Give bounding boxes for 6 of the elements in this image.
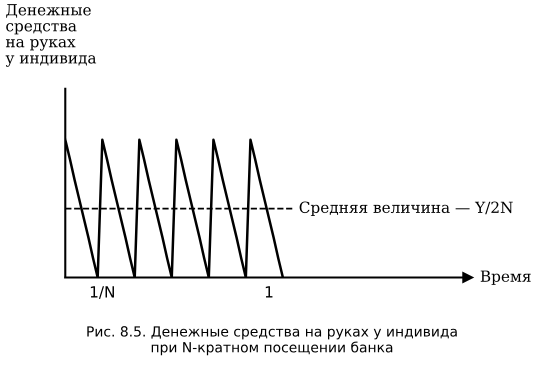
ref-line-label: Средняя величина — Y/2N [300, 202, 513, 216]
text: Время [480, 270, 531, 285]
text: Рис. 8.5. Денежные средства на руках у индивида при N-кратном посещении банка [87, 326, 457, 356]
x-tick-label: 1/N [90, 286, 114, 299]
x-tick-label: 1 [266, 286, 272, 298]
y-axis-title: Денежные средства на руках у индивида [6, 4, 96, 67]
